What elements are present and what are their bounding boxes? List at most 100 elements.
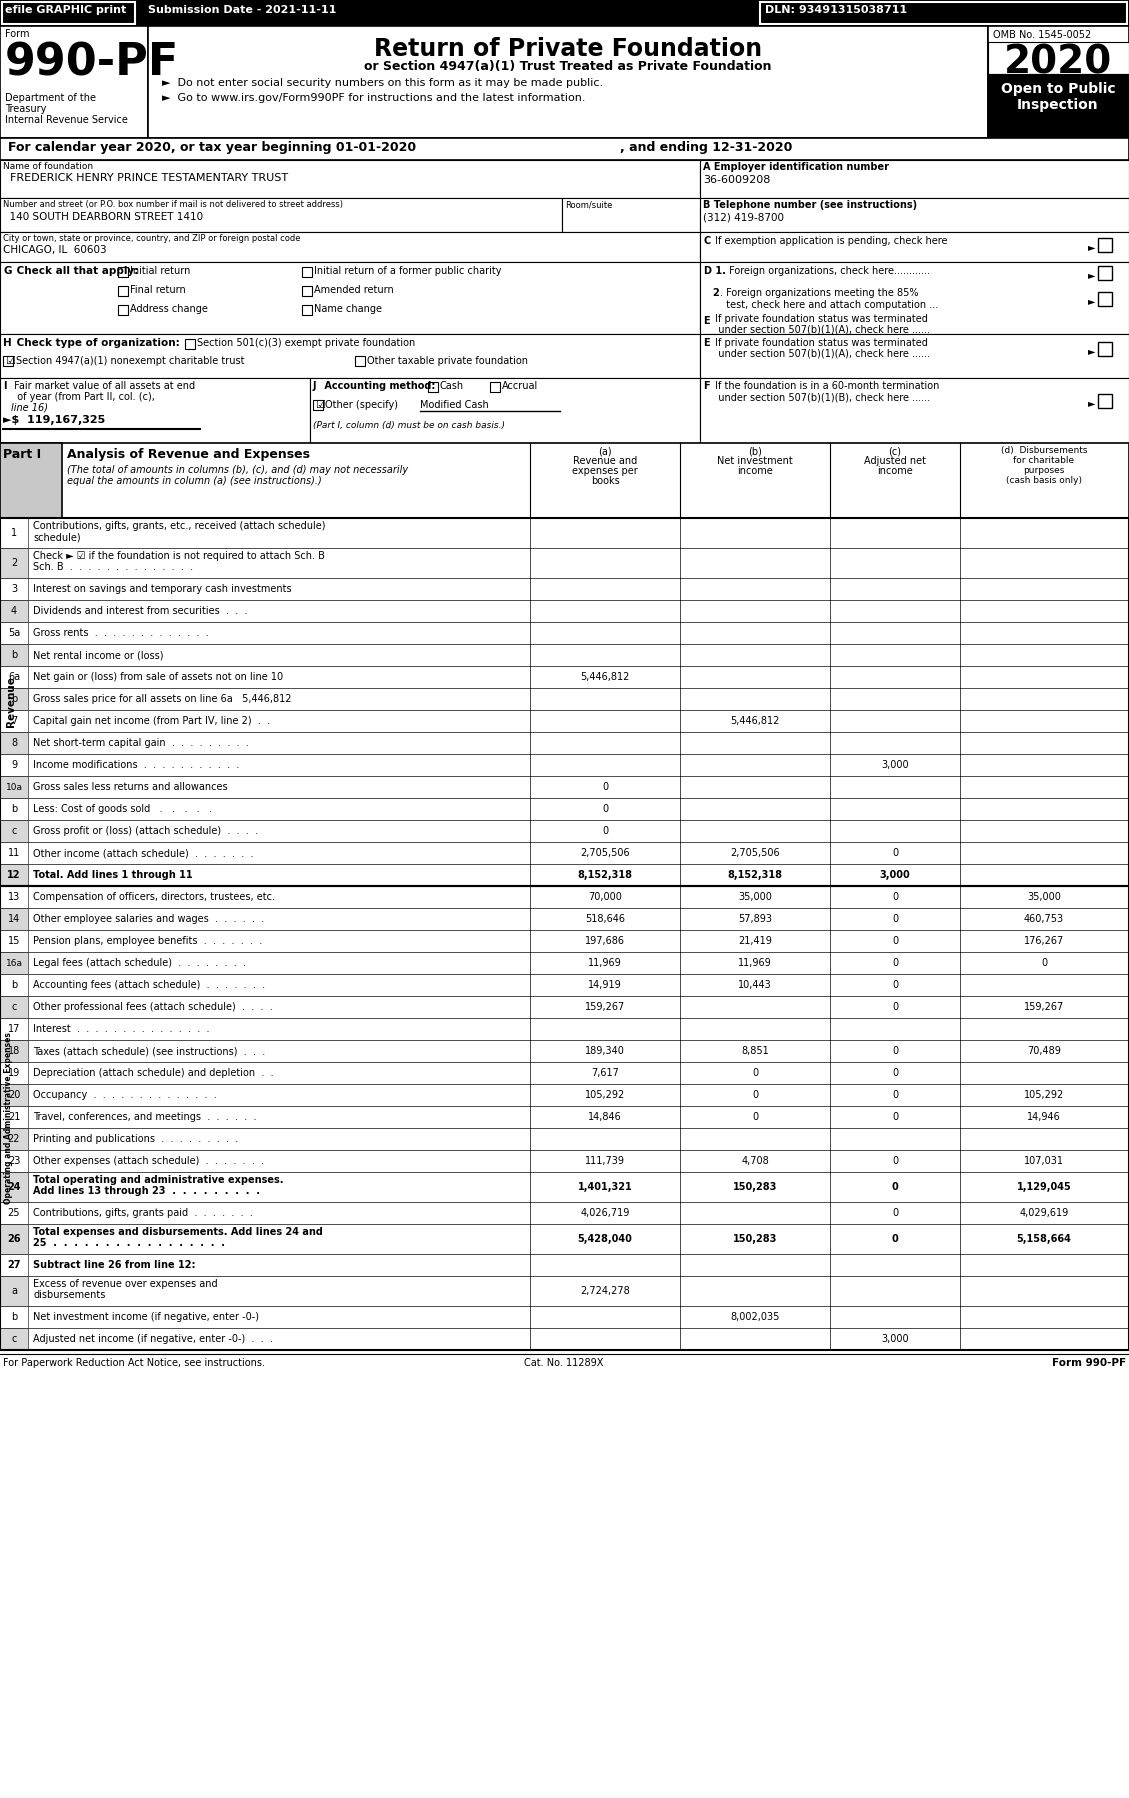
Bar — [0, 1127, 1129, 1151]
Bar — [0, 1063, 28, 1084]
Text: Adjusted net: Adjusted net — [864, 457, 926, 466]
Text: Name of foundation: Name of foundation — [3, 162, 93, 171]
Bar — [0, 25, 1129, 138]
Text: 5,428,040: 5,428,040 — [578, 1233, 632, 1244]
Text: Fair market value of all assets at end: Fair market value of all assets at end — [11, 381, 195, 390]
Text: C: C — [703, 236, 710, 246]
Text: 3: 3 — [11, 584, 17, 593]
Text: c: c — [11, 1334, 17, 1343]
Text: Gross sales less returns and allowances: Gross sales less returns and allowances — [33, 782, 228, 791]
Text: Analysis of Revenue and Expenses: Analysis of Revenue and Expenses — [67, 448, 310, 460]
Text: Cash: Cash — [440, 381, 464, 390]
Bar — [0, 820, 28, 841]
Bar — [0, 820, 1129, 841]
Text: Gross sales price for all assets on line 6a   5,446,812: Gross sales price for all assets on line… — [33, 694, 291, 705]
Text: 8,002,035: 8,002,035 — [730, 1313, 780, 1322]
Text: or Section 4947(a)(1) Trust Treated as Private Foundation: or Section 4947(a)(1) Trust Treated as P… — [365, 59, 772, 74]
Text: Other income (attach schedule)  .  .  .  .  .  .  .: Other income (attach schedule) . . . . .… — [33, 849, 254, 858]
Bar — [0, 442, 1129, 518]
Text: 0: 0 — [892, 1046, 898, 1055]
Text: Name change: Name change — [314, 304, 382, 315]
Text: 26: 26 — [7, 1233, 20, 1244]
Text: Initial return: Initial return — [130, 266, 191, 277]
Text: ►$  119,167,325: ►$ 119,167,325 — [3, 415, 105, 424]
Text: (b): (b) — [749, 446, 762, 457]
Bar — [0, 996, 28, 1018]
Text: 111,739: 111,739 — [585, 1156, 625, 1165]
Text: schedule): schedule) — [33, 532, 80, 541]
Text: 0: 0 — [602, 782, 609, 791]
Text: Accrual: Accrual — [502, 381, 539, 390]
Text: 14,846: 14,846 — [588, 1111, 622, 1122]
Text: under section 507(b)(1)(A), check here ......: under section 507(b)(1)(A), check here .… — [712, 349, 930, 360]
Text: 0: 0 — [892, 1233, 899, 1244]
Text: b: b — [11, 651, 17, 660]
Text: 14: 14 — [8, 913, 20, 924]
Bar — [0, 908, 28, 930]
Text: 15: 15 — [8, 937, 20, 946]
Text: Initial return of a former public charity: Initial return of a former public charit… — [314, 266, 501, 277]
Text: ►  Go to www.irs.gov/Form990PF for instructions and the latest information.: ► Go to www.irs.gov/Form990PF for instru… — [161, 93, 586, 102]
Text: Legal fees (attach schedule)  .  .  .  .  .  .  .  .: Legal fees (attach schedule) . . . . . .… — [33, 958, 246, 967]
Bar — [0, 1063, 1129, 1084]
Text: 4,026,719: 4,026,719 — [580, 1208, 630, 1217]
Text: 5a: 5a — [8, 628, 20, 638]
Bar — [148, 25, 988, 138]
Text: 0: 0 — [602, 825, 609, 836]
Text: Subtract line 26 from line 12:: Subtract line 26 from line 12: — [33, 1260, 195, 1269]
Text: 23: 23 — [8, 1156, 20, 1165]
Text: 8,851: 8,851 — [741, 1046, 769, 1055]
Bar — [760, 2, 1127, 23]
Text: Department of the: Department of the — [5, 93, 96, 102]
Text: 14,919: 14,919 — [588, 980, 622, 991]
Text: 107,031: 107,031 — [1024, 1156, 1064, 1165]
Text: Interest  .  .  .  .  .  .  .  .  .  .  .  .  .  .  .: Interest . . . . . . . . . . . . . . . — [33, 1025, 210, 1034]
Text: Occupancy  .  .  .  .  .  .  .  .  .  .  .  .  .  .: Occupancy . . . . . . . . . . . . . . — [33, 1090, 217, 1100]
Bar — [700, 263, 1129, 334]
Text: Other professional fees (attach schedule)  .  .  .  .: Other professional fees (attach schedule… — [33, 1001, 273, 1012]
Text: 5,446,812: 5,446,812 — [730, 716, 780, 726]
Text: Other (specify): Other (specify) — [325, 399, 399, 410]
Bar — [0, 665, 1129, 689]
Bar — [0, 232, 700, 263]
Text: 11: 11 — [8, 849, 20, 858]
Text: 0: 0 — [892, 1208, 898, 1217]
Bar — [0, 975, 1129, 996]
Bar — [700, 232, 1129, 263]
Bar — [0, 1039, 1129, 1063]
Bar — [310, 378, 700, 442]
Bar — [0, 1039, 28, 1063]
Bar — [700, 378, 1129, 442]
Text: 1,401,321: 1,401,321 — [578, 1181, 632, 1192]
Bar — [0, 442, 62, 518]
Text: Address change: Address change — [130, 304, 208, 315]
Text: 0: 0 — [892, 1181, 899, 1192]
Bar — [0, 1224, 28, 1253]
Text: 189,340: 189,340 — [585, 1046, 625, 1055]
Text: J: J — [313, 381, 316, 390]
Bar — [0, 732, 28, 753]
Text: 35,000: 35,000 — [1027, 892, 1061, 903]
Text: Total expenses and disbursements. Add lines 24 and: Total expenses and disbursements. Add li… — [33, 1226, 323, 1237]
Bar — [0, 548, 28, 577]
Text: 2,705,506: 2,705,506 — [730, 849, 780, 858]
Text: Cat. No. 11289X: Cat. No. 11289X — [524, 1357, 604, 1368]
Text: under section 507(b)(1)(B), check here ......: under section 507(b)(1)(B), check here .… — [712, 394, 930, 403]
Bar — [0, 777, 28, 798]
Text: 3,000: 3,000 — [879, 870, 910, 879]
Text: Travel, conferences, and meetings  .  .  .  .  .  .: Travel, conferences, and meetings . . . … — [33, 1111, 256, 1122]
Text: 0: 0 — [892, 1156, 898, 1165]
Text: 20: 20 — [8, 1090, 20, 1100]
Text: 0: 0 — [892, 937, 898, 946]
Text: 2: 2 — [712, 288, 719, 298]
Text: Gross rents  .  .  .  .  .  .  .  .  .  .  .  .  .: Gross rents . . . . . . . . . . . . . — [33, 628, 209, 638]
Text: of year (from Part II, col. (c),: of year (from Part II, col. (c), — [11, 392, 155, 403]
Bar — [0, 601, 1129, 622]
Text: Other expenses (attach schedule)  .  .  .  .  .  .  .: Other expenses (attach schedule) . . . .… — [33, 1156, 264, 1165]
Bar — [0, 577, 1129, 601]
Bar — [0, 1253, 1129, 1277]
Text: 0: 0 — [752, 1111, 758, 1122]
Bar — [0, 1018, 1129, 1039]
Text: CHICAGO, IL  60603: CHICAGO, IL 60603 — [3, 245, 106, 255]
Bar — [562, 198, 700, 232]
